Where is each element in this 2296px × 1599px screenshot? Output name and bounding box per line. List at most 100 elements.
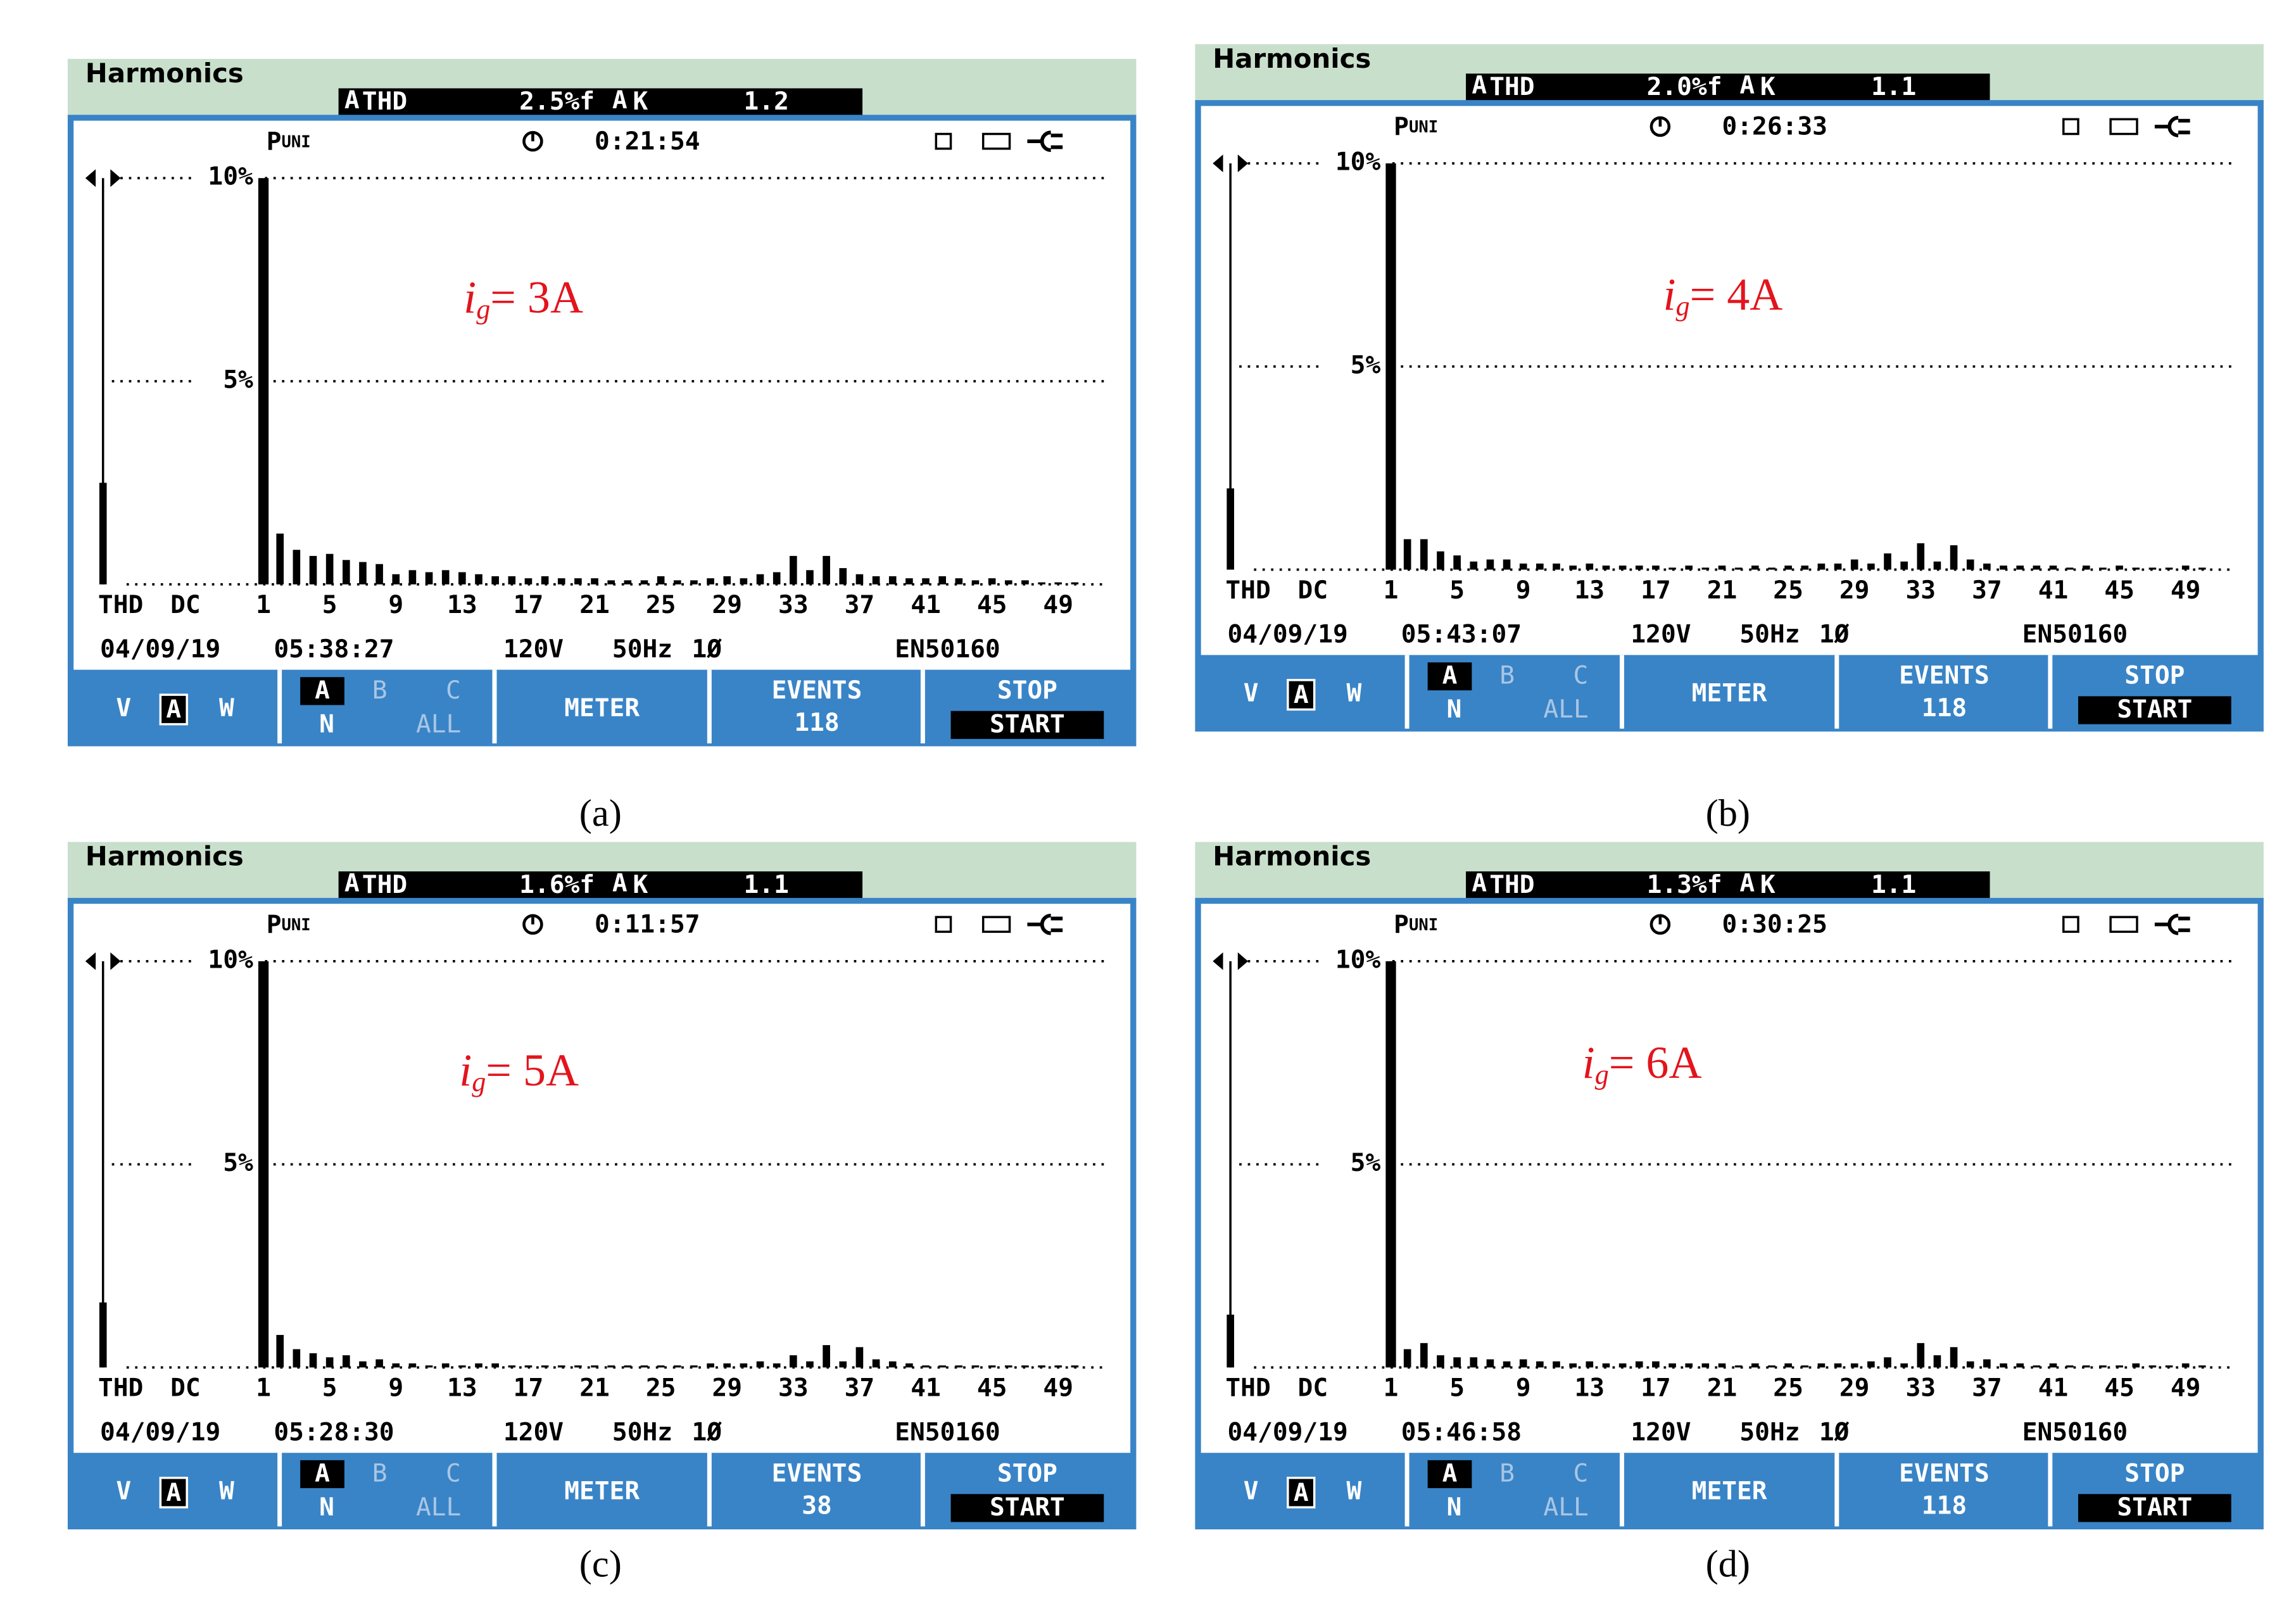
button-text[interactable]: METER (1692, 1476, 1767, 1505)
button-text[interactable]: N (1447, 1493, 1462, 1522)
button-text[interactable]: N (1447, 695, 1462, 724)
x-tick-label: 49 (1043, 1374, 1073, 1403)
button-text[interactable]: ALL (416, 1493, 461, 1522)
bar (2049, 566, 2057, 570)
button-text[interactable]: V (1244, 679, 1259, 708)
header-title: Harmonics (85, 841, 244, 872)
bar (1768, 1365, 1776, 1368)
x-tick-label: 41 (2038, 576, 2069, 605)
button-text[interactable]: START (990, 709, 1065, 738)
button-text[interactable]: 38 (802, 1491, 832, 1520)
button-text[interactable]: 118 (1922, 1491, 1967, 1520)
bar (1701, 567, 1710, 570)
button-text[interactable]: STOP (2124, 661, 2185, 690)
button-text[interactable]: A (1442, 1459, 1458, 1488)
x-tick-label: 45 (977, 590, 1007, 619)
bar (1519, 1359, 1527, 1368)
y-tick-label: 5% (1351, 1148, 1381, 1177)
button-text[interactable]: A (1294, 680, 1309, 709)
bar (922, 1365, 930, 1368)
button-text[interactable]: METER (564, 1476, 640, 1505)
button-text[interactable]: START (2117, 1493, 2192, 1522)
mode-main: P (1394, 112, 1409, 141)
bars (1227, 961, 2206, 1368)
button-text[interactable]: METER (564, 693, 640, 723)
button-text[interactable]: 118 (794, 708, 839, 737)
mode-main: P (1394, 910, 1409, 939)
config: 1Ø (1819, 620, 1850, 649)
button-text[interactable]: STOP (997, 1459, 1057, 1488)
bar (2198, 567, 2206, 570)
k-value: 1.1 (1871, 72, 1916, 101)
bar (1834, 563, 1842, 570)
bar (1569, 1363, 1577, 1368)
button-text[interactable]: W (1347, 679, 1362, 708)
voltage: 120V (1631, 620, 1691, 649)
x-tick-label: THD (98, 590, 143, 619)
button-text[interactable]: METER (1692, 679, 1767, 708)
button-text[interactable]: A (1442, 661, 1458, 690)
button-text[interactable]: A (315, 1459, 330, 1488)
button-text[interactable]: ALL (1543, 695, 1588, 724)
button-text[interactable]: B (1499, 661, 1515, 690)
button-text[interactable]: A (166, 695, 181, 724)
timer: 0:11:57 (595, 910, 700, 939)
k-label: K (1760, 870, 1776, 899)
button-text[interactable]: START (2117, 695, 2192, 724)
bar (557, 1365, 565, 1368)
button-text[interactable]: N (319, 709, 334, 738)
bar (624, 1365, 632, 1368)
annotation-sub: g (1595, 1059, 1609, 1090)
button-text[interactable]: V (116, 1476, 131, 1505)
x-tick-label: 29 (712, 1374, 742, 1403)
button-text[interactable]: W (219, 693, 234, 723)
button-text[interactable]: A (1294, 1478, 1309, 1507)
button-text[interactable]: B (1499, 1459, 1515, 1488)
button-text[interactable]: 118 (1922, 693, 1967, 723)
button-text[interactable]: EVENTS (772, 1459, 862, 1488)
button-text[interactable]: C (446, 1459, 461, 1488)
button-text[interactable]: STOP (2124, 1459, 2185, 1488)
button-highlight (950, 1494, 1104, 1522)
button-text[interactable]: ALL (1543, 1493, 1588, 1522)
button-text[interactable]: C (1573, 661, 1588, 690)
bar (1054, 582, 1063, 585)
button-text[interactable]: C (1573, 1459, 1588, 1488)
bar (1569, 566, 1577, 570)
button-text[interactable]: EVENTS (1899, 1459, 1990, 1488)
annotation: ig= 4A (1663, 269, 1783, 322)
phase-tag: A (1739, 868, 1755, 897)
button-text[interactable]: W (1347, 1476, 1362, 1505)
button-text[interactable]: A (166, 1478, 181, 1507)
button-text[interactable]: V (1244, 1476, 1259, 1505)
bar (541, 576, 549, 585)
button-text[interactable]: V (116, 693, 131, 723)
button-highlight (2078, 696, 2231, 724)
x-tick-label: DC (1298, 576, 1328, 605)
button-text[interactable]: STOP (997, 676, 1057, 705)
button-text[interactable]: EVENTS (1899, 661, 1990, 690)
button-text[interactable]: A (315, 676, 330, 705)
button-text[interactable]: START (990, 1493, 1065, 1522)
x-tick-label: 17 (514, 1374, 544, 1403)
bar (1652, 566, 1660, 570)
bar (2000, 566, 2007, 570)
bar (99, 483, 107, 585)
button-text[interactable]: B (372, 676, 388, 705)
bar (1470, 561, 1478, 570)
clock-icon (522, 914, 543, 935)
button-text[interactable]: N (319, 1493, 334, 1522)
x-tick-label: 21 (579, 590, 610, 619)
time: 05:28:30 (274, 1417, 394, 1446)
bar (1503, 559, 1511, 570)
date: 04/09/19 (100, 1417, 220, 1446)
button-text[interactable]: ALL (416, 709, 461, 738)
button-text[interactable]: C (446, 676, 461, 705)
bar (2165, 567, 2173, 570)
bar (557, 578, 565, 585)
button-text[interactable]: B (372, 1459, 388, 1488)
button-text[interactable]: EVENTS (772, 676, 862, 705)
button-text[interactable]: W (219, 1476, 234, 1505)
bar (2066, 567, 2074, 570)
bar (1486, 559, 1494, 570)
